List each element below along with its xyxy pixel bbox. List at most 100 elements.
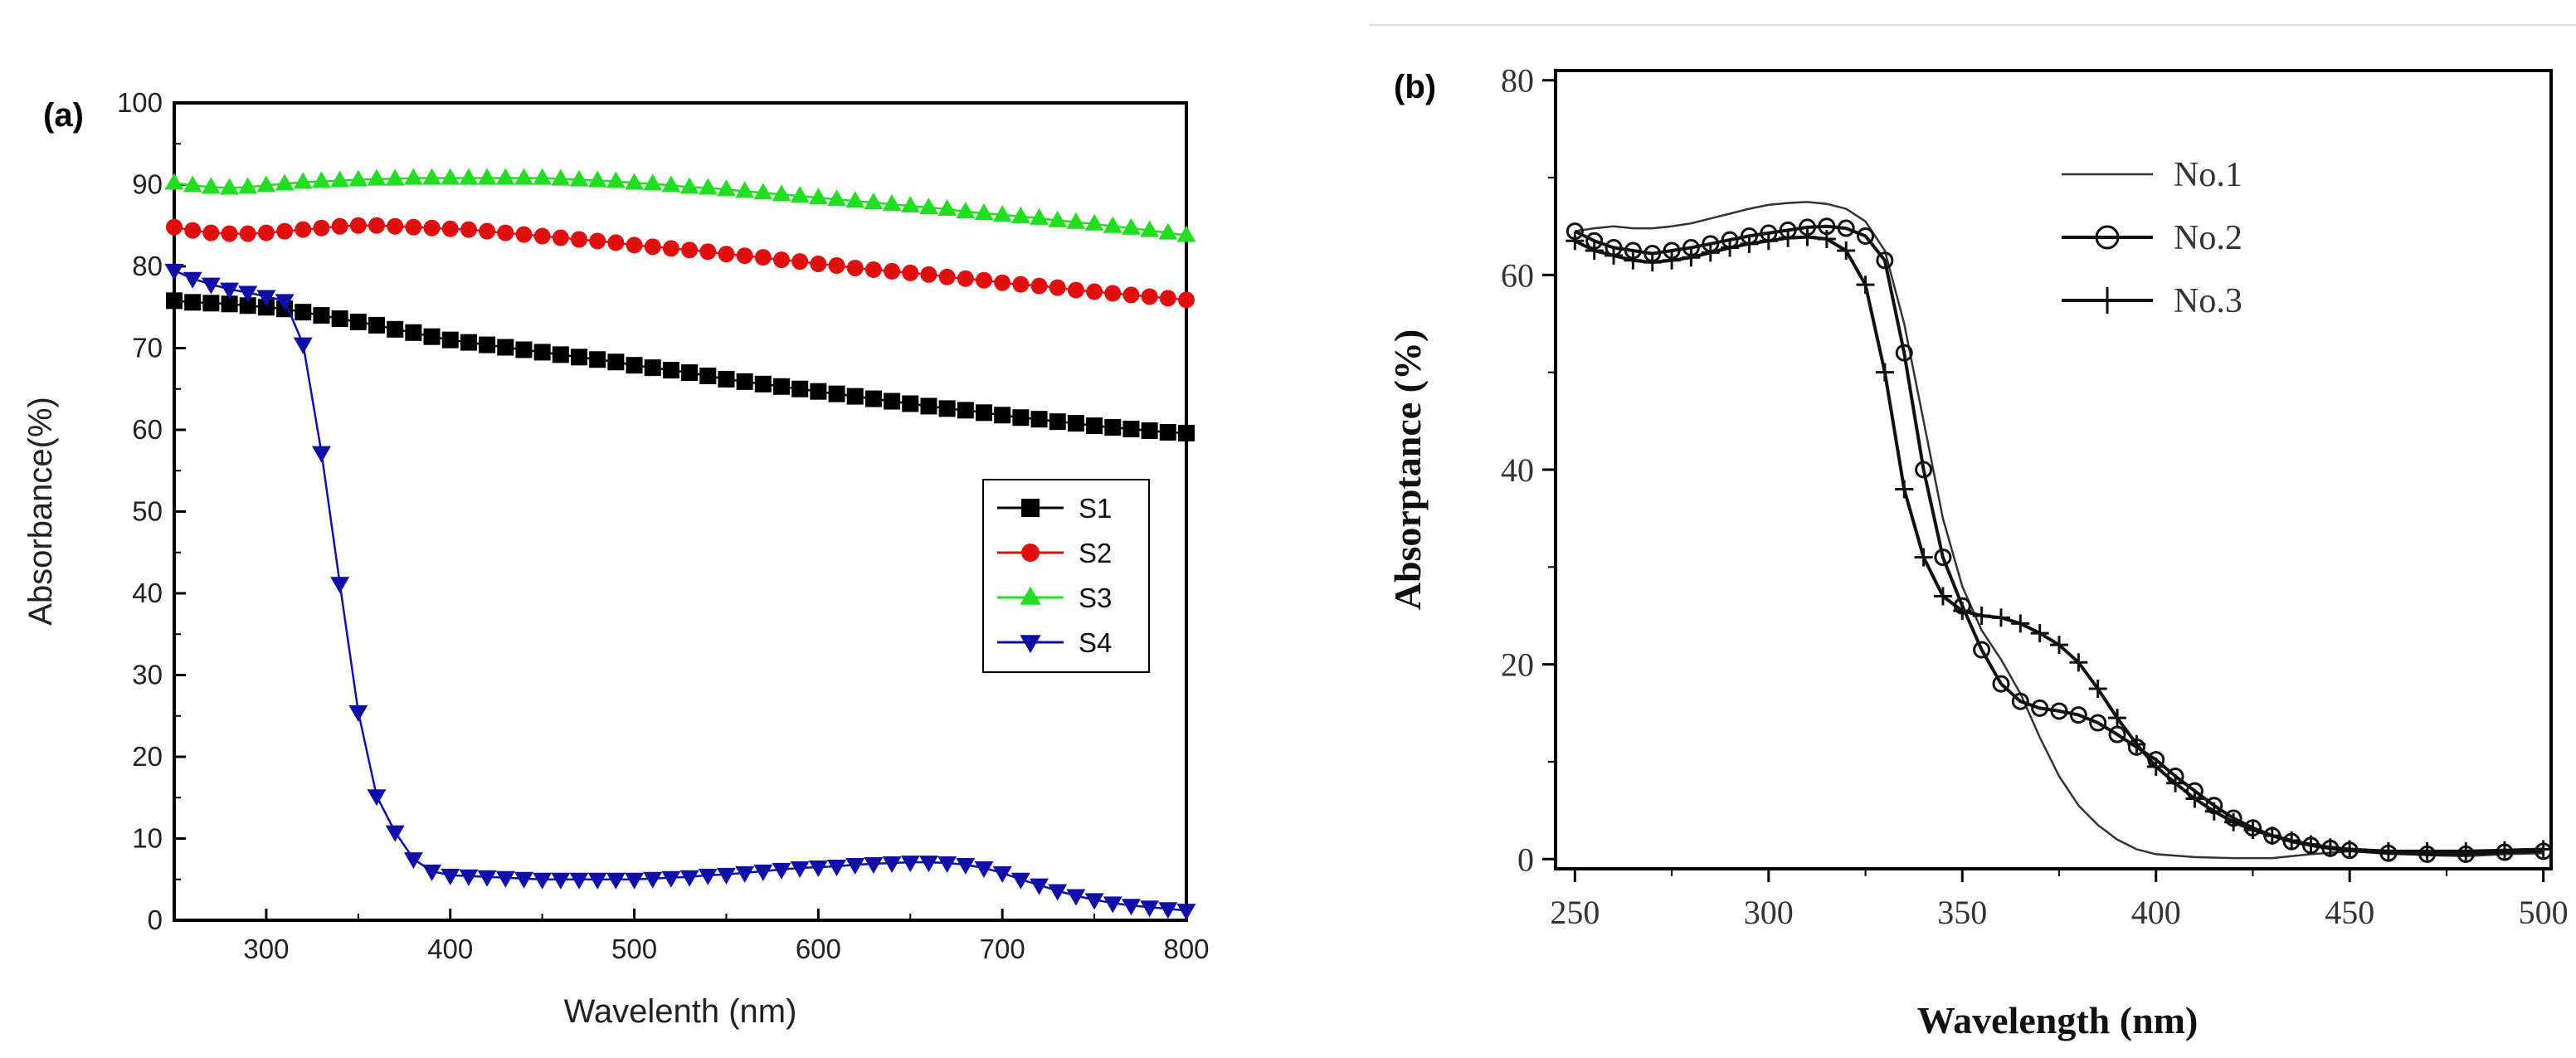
panel-b-point-no3 — [2011, 614, 2030, 633]
panel-b-point-no3 — [2320, 838, 2340, 857]
panel-a-x-tick-label: 500 — [611, 934, 657, 964]
panel-a-point-s1 — [957, 402, 974, 419]
panel-b-series-no2 — [1566, 217, 2553, 863]
panel-a-point-s3 — [1176, 225, 1196, 242]
panel-a-point-s4 — [422, 864, 442, 881]
panel-a-point-s3 — [1048, 210, 1068, 227]
panel-a-y-tick-label: 50 — [132, 496, 163, 527]
panel-a-point-s4 — [201, 277, 221, 295]
panel-a-point-s3 — [992, 204, 1012, 222]
panel-b-legend-label-no1: No.1 — [2174, 156, 2242, 194]
panel-b-point-no3 — [1991, 608, 2010, 627]
panel-a-point-s4 — [514, 871, 533, 889]
panel-b-point-no3 — [2379, 841, 2398, 861]
panel-a-point-s1 — [607, 353, 625, 371]
panel-b-point-no3 — [1875, 363, 1894, 382]
panel-b-point-no3 — [1721, 238, 1740, 257]
panel-a-point-s2 — [1122, 286, 1140, 304]
panel-a-series-s2 — [166, 217, 1195, 309]
panel-a-point-s3 — [790, 186, 810, 203]
panel-b-point-no3 — [1837, 241, 1856, 261]
panel-b-point-no3 — [2262, 826, 2281, 846]
panel-a-point-s3 — [1084, 213, 1104, 231]
panel-b-point-no3 — [2069, 653, 2088, 672]
panel-a-point-s4 — [864, 857, 884, 875]
panel-b-point-no3 — [1605, 246, 1624, 265]
panel-b-point-no3 — [1701, 243, 1720, 262]
panel-a-point-s1 — [1030, 411, 1048, 428]
panel-a-point-s3 — [220, 178, 240, 195]
panel-a-point-s1 — [1086, 417, 1103, 435]
panel-a-point-s2 — [166, 218, 183, 236]
panel-a-point-s3 — [772, 184, 791, 202]
panel-a-point-s4 — [1158, 902, 1178, 919]
panel-a-point-s2 — [202, 224, 220, 241]
panel-a-point-s1 — [1012, 409, 1030, 427]
panel-b-point-no3 — [2457, 841, 2476, 861]
panel-b-point-no3 — [1914, 548, 1933, 567]
panel-a-point-s4 — [238, 285, 258, 303]
panel-a-point-s3 — [293, 172, 313, 189]
panel-a-point-s2 — [331, 217, 348, 235]
panel-b-series-no1 — [1575, 201, 2544, 860]
panel-b-axes: 0 20 40 60 80 250 300 350 400 450 500 — [1501, 62, 2569, 931]
panel-a-point-s3 — [1066, 212, 1086, 229]
panel-b-y-tick-label: 60 — [1501, 256, 1534, 294]
panel-a-point-s2 — [736, 247, 753, 265]
panel-b-x-tick-label: 500 — [2519, 894, 2569, 931]
panel-a-legend-label-s4: S4 — [1079, 627, 1112, 658]
panel-b-point-no2 — [1915, 461, 1933, 479]
panel-a-point-s3 — [367, 168, 387, 186]
panel-a-y-tick-label: 20 — [132, 741, 163, 772]
panel-a-point-s1 — [1049, 413, 1066, 431]
panel-b-point-no3 — [1933, 587, 1952, 606]
panel-a-point-s4 — [937, 856, 957, 874]
panel-a-point-s2 — [957, 270, 974, 287]
panel-a-point-s4 — [900, 856, 920, 873]
panel-a-point-s1 — [497, 339, 514, 356]
panel-a-point-s1 — [718, 370, 735, 388]
panel-a-point-s3 — [348, 169, 368, 187]
panel-a-point-s3 — [900, 196, 920, 213]
panel-b-y-tick-label: 0 — [1517, 841, 1534, 878]
panel-a-point-s3 — [753, 183, 773, 200]
panel-a-x-tick-label: 600 — [796, 934, 841, 964]
panel-a-point-s4 — [1140, 900, 1160, 918]
panel-b-point-no3 — [2243, 821, 2262, 840]
panel-b-y-tick-label: 20 — [1501, 646, 1534, 684]
panel-b-point-no3 — [2418, 841, 2437, 861]
panel-a-point-s4 — [918, 856, 938, 873]
panel-a-point-s3 — [403, 168, 423, 185]
panel-b-x-tick-label: 350 — [1937, 894, 1987, 931]
panel-a-point-s1 — [736, 373, 753, 390]
panel-a-point-s3 — [385, 168, 405, 186]
panel-a-point-s4 — [808, 860, 828, 877]
panel-b-point-no2 — [2050, 702, 2068, 720]
panel-a-point-s4 — [385, 825, 405, 842]
panel-a-point-s2 — [497, 224, 514, 241]
panel-a-point-s1 — [626, 357, 643, 374]
panel-b-point-no3 — [2534, 840, 2553, 859]
panel-b-point-no2 — [1992, 675, 2010, 693]
panel-b-point-no3 — [1585, 241, 1604, 261]
panel-a-point-s3 — [495, 168, 515, 185]
panel-a-point-s4 — [1084, 893, 1104, 910]
panel-a-point-s1 — [828, 385, 845, 402]
panel-a-point-s1 — [1159, 423, 1176, 441]
panel-a-point-s3 — [625, 173, 645, 190]
panel-b-x-tick-label: 450 — [2325, 894, 2374, 931]
panel-b-point-no3 — [2204, 802, 2223, 821]
panel-a-point-s1 — [423, 328, 441, 345]
panel-a-point-s3 — [679, 177, 699, 194]
panel-a-legend-marker-s2 — [1021, 544, 1040, 562]
panel-a-point-s4 — [679, 870, 699, 887]
panel-a-point-s2 — [1086, 283, 1103, 300]
panel-b-series-no3 — [1566, 227, 2553, 861]
panel-a-point-s2 — [1049, 279, 1066, 296]
panel-a-point-s1 — [479, 336, 496, 353]
panel-a-point-s3 — [1030, 207, 1049, 225]
panel-a-point-s3 — [643, 173, 663, 191]
panel-a-point-s1 — [681, 364, 699, 382]
panel-a-point-s4 — [1103, 896, 1122, 914]
